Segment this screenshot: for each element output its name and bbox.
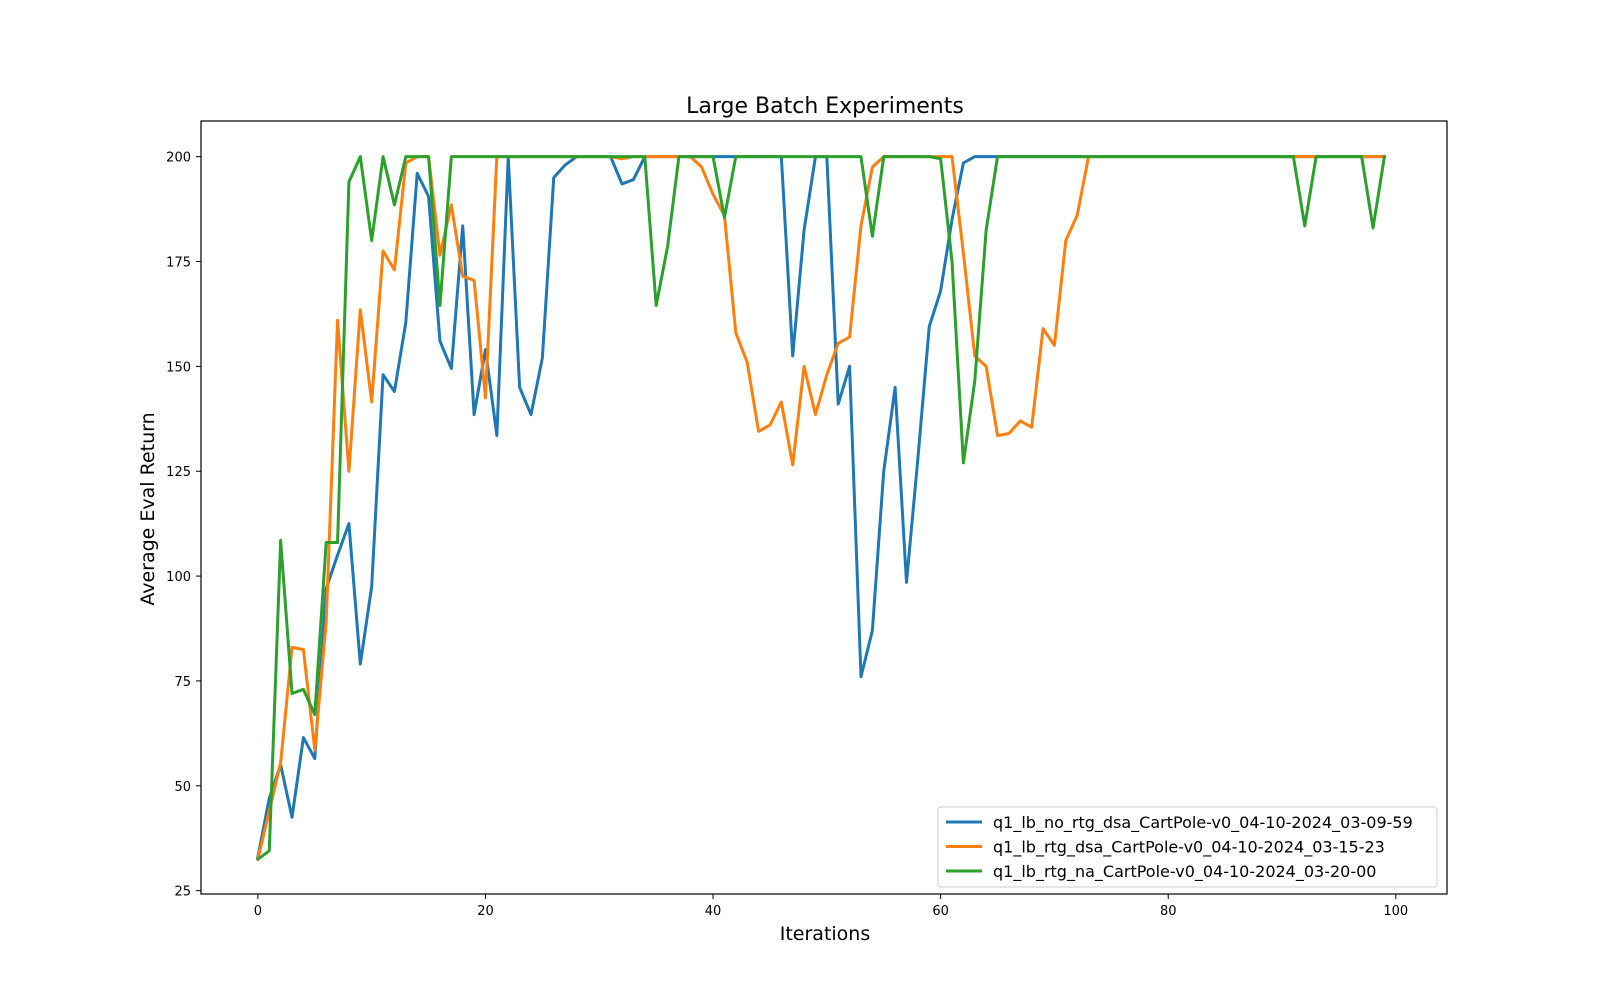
legend-label: q1_lb_no_rtg_dsa_CartPole-v0_04-10-2024_…	[993, 813, 1413, 833]
x-tick-label: 60	[932, 904, 949, 919]
plot-frame	[200, 120, 1448, 895]
legend-label: q1_lb_rtg_dsa_CartPole-v0_04-10-2024_03-…	[993, 838, 1385, 858]
series-lines	[255, 154, 1387, 862]
chart-title: Large Batch Experiments	[686, 94, 964, 119]
x-axis-label: Iterations	[780, 923, 871, 945]
y-tick-label: 100	[166, 570, 191, 585]
y-tick-label: 125	[166, 465, 191, 480]
legend-label: q1_lb_rtg_na_CartPole-v0_04-10-2024_03-2…	[993, 862, 1376, 882]
y-tick-label: 75	[174, 675, 191, 690]
legend-box	[937, 806, 1438, 888]
legend: q1_lb_no_rtg_dsa_CartPole-v0_04-10-2024_…	[937, 806, 1438, 888]
x-tick-label: 40	[705, 904, 722, 919]
y-tick-label: 25	[174, 885, 191, 900]
x-tick-label: 0	[254, 904, 262, 919]
series-line-3	[255, 154, 1387, 862]
x-tick-label: 80	[1160, 904, 1177, 919]
y-tick-label: 150	[166, 360, 191, 375]
y-tick-label: 50	[174, 780, 191, 795]
x-tick-label: 20	[477, 904, 494, 919]
y-axis-label: Average Eval Return	[137, 412, 159, 605]
x-tick-label: 100	[1383, 904, 1408, 919]
axis-ticks: 0 20 40 60 80 100 25 50 75 100 125 150 175 200	[166, 151, 1408, 919]
y-tick-label: 200	[166, 151, 191, 166]
y-tick-label: 175	[166, 256, 191, 271]
